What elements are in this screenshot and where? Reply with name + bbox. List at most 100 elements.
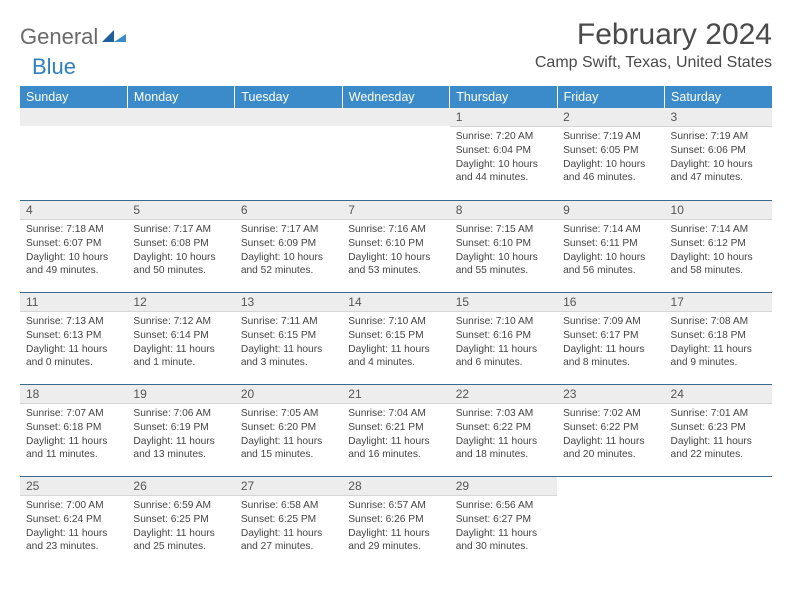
day-details: Sunrise: 7:05 AMSunset: 6:20 PMDaylight:… <box>235 404 342 466</box>
day-details: Sunrise: 7:10 AMSunset: 6:15 PMDaylight:… <box>342 312 449 374</box>
calendar-day-cell: 13Sunrise: 7:11 AMSunset: 6:15 PMDayligh… <box>235 292 342 384</box>
calendar-day-cell: 25Sunrise: 7:00 AMSunset: 6:24 PMDayligh… <box>20 476 127 568</box>
day-details: Sunrise: 7:09 AMSunset: 6:17 PMDaylight:… <box>557 312 664 374</box>
day-details: Sunrise: 7:14 AMSunset: 6:11 PMDaylight:… <box>557 220 664 282</box>
day-number-empty <box>235 108 342 126</box>
weekday-header: Friday <box>557 86 664 108</box>
weekday-header: Saturday <box>665 86 772 108</box>
day-number: 28 <box>342 476 449 496</box>
calendar-day-cell: 19Sunrise: 7:06 AMSunset: 6:19 PMDayligh… <box>127 384 234 476</box>
page-title: February 2024 <box>535 18 772 52</box>
calendar-day-cell <box>127 108 234 200</box>
day-number-empty <box>127 108 234 126</box>
day-details: Sunrise: 7:17 AMSunset: 6:08 PMDaylight:… <box>127 220 234 282</box>
day-number: 21 <box>342 384 449 404</box>
day-number: 11 <box>20 292 127 312</box>
day-number: 8 <box>450 200 557 220</box>
calendar-body: 1Sunrise: 7:20 AMSunset: 6:04 PMDaylight… <box>20 108 772 568</box>
day-number-empty <box>665 476 772 495</box>
day-number: 20 <box>235 384 342 404</box>
calendar-day-cell: 15Sunrise: 7:10 AMSunset: 6:16 PMDayligh… <box>450 292 557 384</box>
weekday-header: Monday <box>127 86 234 108</box>
day-details: Sunrise: 6:57 AMSunset: 6:26 PMDaylight:… <box>342 496 449 558</box>
calendar-day-cell: 24Sunrise: 7:01 AMSunset: 6:23 PMDayligh… <box>665 384 772 476</box>
calendar-day-cell: 27Sunrise: 6:58 AMSunset: 6:25 PMDayligh… <box>235 476 342 568</box>
calendar-day-cell: 16Sunrise: 7:09 AMSunset: 6:17 PMDayligh… <box>557 292 664 384</box>
calendar-week-row: 18Sunrise: 7:07 AMSunset: 6:18 PMDayligh… <box>20 384 772 476</box>
day-details: Sunrise: 7:17 AMSunset: 6:09 PMDaylight:… <box>235 220 342 282</box>
day-number: 4 <box>20 200 127 220</box>
calendar-day-cell: 26Sunrise: 6:59 AMSunset: 6:25 PMDayligh… <box>127 476 234 568</box>
day-details: Sunrise: 7:14 AMSunset: 6:12 PMDaylight:… <box>665 220 772 282</box>
day-number: 3 <box>665 108 772 127</box>
logo: General <box>20 18 128 50</box>
day-number: 17 <box>665 292 772 312</box>
calendar-day-cell: 23Sunrise: 7:02 AMSunset: 6:22 PMDayligh… <box>557 384 664 476</box>
calendar-day-cell: 8Sunrise: 7:15 AMSunset: 6:10 PMDaylight… <box>450 200 557 292</box>
logo-word2-wrap: Blue <box>20 54 772 80</box>
day-details: Sunrise: 7:15 AMSunset: 6:10 PMDaylight:… <box>450 220 557 282</box>
calendar-day-cell: 18Sunrise: 7:07 AMSunset: 6:18 PMDayligh… <box>20 384 127 476</box>
calendar-day-cell: 2Sunrise: 7:19 AMSunset: 6:05 PMDaylight… <box>557 108 664 200</box>
day-number-empty <box>557 476 664 495</box>
day-number: 5 <box>127 200 234 220</box>
day-number: 15 <box>450 292 557 312</box>
calendar-day-cell: 1Sunrise: 7:20 AMSunset: 6:04 PMDaylight… <box>450 108 557 200</box>
calendar-day-cell <box>235 108 342 200</box>
calendar-week-row: 11Sunrise: 7:13 AMSunset: 6:13 PMDayligh… <box>20 292 772 384</box>
weekday-header: Thursday <box>450 86 557 108</box>
calendar-day-cell <box>342 108 449 200</box>
day-number: 2 <box>557 108 664 127</box>
day-number: 25 <box>20 476 127 496</box>
day-number: 29 <box>450 476 557 496</box>
logo-word2: Blue <box>32 54 76 79</box>
calendar-week-row: 1Sunrise: 7:20 AMSunset: 6:04 PMDaylight… <box>20 108 772 200</box>
day-details: Sunrise: 6:58 AMSunset: 6:25 PMDaylight:… <box>235 496 342 558</box>
day-details: Sunrise: 7:07 AMSunset: 6:18 PMDaylight:… <box>20 404 127 466</box>
calendar-day-cell <box>665 476 772 568</box>
day-number: 6 <box>235 200 342 220</box>
day-details: Sunrise: 7:04 AMSunset: 6:21 PMDaylight:… <box>342 404 449 466</box>
calendar-day-cell: 28Sunrise: 6:57 AMSunset: 6:26 PMDayligh… <box>342 476 449 568</box>
calendar-day-cell: 12Sunrise: 7:12 AMSunset: 6:14 PMDayligh… <box>127 292 234 384</box>
day-number: 10 <box>665 200 772 220</box>
calendar-day-cell: 5Sunrise: 7:17 AMSunset: 6:08 PMDaylight… <box>127 200 234 292</box>
calendar-table: SundayMondayTuesdayWednesdayThursdayFrid… <box>20 86 772 568</box>
day-details: Sunrise: 7:01 AMSunset: 6:23 PMDaylight:… <box>665 404 772 466</box>
calendar-day-cell: 14Sunrise: 7:10 AMSunset: 6:15 PMDayligh… <box>342 292 449 384</box>
day-number: 24 <box>665 384 772 404</box>
day-details: Sunrise: 7:18 AMSunset: 6:07 PMDaylight:… <box>20 220 127 282</box>
day-details: Sunrise: 7:16 AMSunset: 6:10 PMDaylight:… <box>342 220 449 282</box>
day-number: 14 <box>342 292 449 312</box>
day-number-empty <box>20 108 127 126</box>
calendar-day-cell: 9Sunrise: 7:14 AMSunset: 6:11 PMDaylight… <box>557 200 664 292</box>
calendar-day-cell: 11Sunrise: 7:13 AMSunset: 6:13 PMDayligh… <box>20 292 127 384</box>
calendar-day-cell: 20Sunrise: 7:05 AMSunset: 6:20 PMDayligh… <box>235 384 342 476</box>
day-number: 12 <box>127 292 234 312</box>
day-details: Sunrise: 7:02 AMSunset: 6:22 PMDaylight:… <box>557 404 664 466</box>
day-number: 19 <box>127 384 234 404</box>
day-number: 22 <box>450 384 557 404</box>
logo-icon <box>102 24 128 50</box>
day-number: 27 <box>235 476 342 496</box>
calendar-week-row: 25Sunrise: 7:00 AMSunset: 6:24 PMDayligh… <box>20 476 772 568</box>
calendar-day-cell: 21Sunrise: 7:04 AMSunset: 6:21 PMDayligh… <box>342 384 449 476</box>
calendar-day-cell <box>20 108 127 200</box>
day-details: Sunrise: 7:19 AMSunset: 6:05 PMDaylight:… <box>557 127 664 189</box>
day-number: 9 <box>557 200 664 220</box>
calendar-day-cell: 10Sunrise: 7:14 AMSunset: 6:12 PMDayligh… <box>665 200 772 292</box>
day-details: Sunrise: 7:08 AMSunset: 6:18 PMDaylight:… <box>665 312 772 374</box>
calendar-day-cell: 4Sunrise: 7:18 AMSunset: 6:07 PMDaylight… <box>20 200 127 292</box>
day-details: Sunrise: 7:00 AMSunset: 6:24 PMDaylight:… <box>20 496 127 558</box>
day-number: 23 <box>557 384 664 404</box>
calendar-day-cell: 6Sunrise: 7:17 AMSunset: 6:09 PMDaylight… <box>235 200 342 292</box>
calendar-header-row: SundayMondayTuesdayWednesdayThursdayFrid… <box>20 86 772 108</box>
day-number: 13 <box>235 292 342 312</box>
day-number: 7 <box>342 200 449 220</box>
calendar-day-cell: 7Sunrise: 7:16 AMSunset: 6:10 PMDaylight… <box>342 200 449 292</box>
day-details: Sunrise: 6:59 AMSunset: 6:25 PMDaylight:… <box>127 496 234 558</box>
logo-word1: General <box>20 24 98 50</box>
calendar-day-cell: 3Sunrise: 7:19 AMSunset: 6:06 PMDaylight… <box>665 108 772 200</box>
day-details: Sunrise: 7:10 AMSunset: 6:16 PMDaylight:… <box>450 312 557 374</box>
day-number: 18 <box>20 384 127 404</box>
